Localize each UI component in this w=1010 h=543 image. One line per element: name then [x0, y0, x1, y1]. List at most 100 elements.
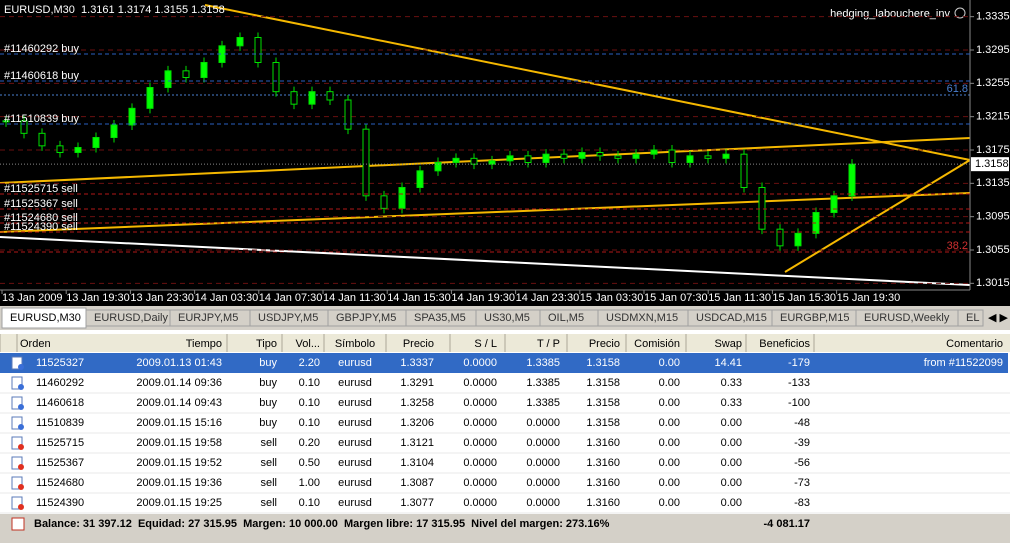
cell[interactable]: 1.3077 [400, 497, 434, 509]
tab-label[interactable]: USDJPY,M5 [258, 312, 318, 324]
cell[interactable]: buy [259, 397, 277, 409]
cell[interactable]: eurusd [338, 457, 372, 469]
column-header[interactable]: T / P [537, 338, 560, 350]
tab-label[interactable]: EURUSD,Daily [94, 312, 168, 324]
cell[interactable]: 0.10 [299, 397, 320, 409]
tab-label[interactable]: USDMXN,M15 [606, 312, 678, 324]
cell[interactable]: 1.3160 [586, 457, 620, 469]
cell[interactable]: 1.3206 [400, 417, 434, 429]
cell[interactable]: -83 [794, 497, 810, 509]
cell[interactable]: 0.0000 [526, 437, 560, 449]
cell[interactable]: 0.33 [721, 397, 742, 409]
cell[interactable]: eurusd [338, 437, 372, 449]
cell[interactable]: 0.00 [721, 437, 742, 449]
cell[interactable]: 2009.01.14 09:43 [136, 397, 222, 409]
tab-label[interactable]: EURJPY,M5 [178, 312, 238, 324]
cell[interactable]: 0.00 [721, 477, 742, 489]
column-header[interactable]: Precio [589, 338, 620, 350]
cell[interactable]: 1.3121 [400, 437, 434, 449]
cell[interactable]: -48 [794, 417, 810, 429]
cell[interactable]: 0.00 [659, 457, 680, 469]
tab-label[interactable]: EURGBP,M15 [780, 312, 850, 324]
cell[interactable]: 14.41 [714, 357, 742, 369]
selected-row[interactable] [0, 353, 1008, 373]
cell[interactable]: 0.00 [659, 477, 680, 489]
cell[interactable]: eurusd [338, 477, 372, 489]
cell[interactable]: buy [259, 417, 277, 429]
cell[interactable]: eurusd [338, 497, 372, 509]
cell[interactable]: 0.0000 [526, 417, 560, 429]
column-header[interactable]: Precio [403, 338, 434, 350]
cell[interactable]: 1.3158 [586, 397, 620, 409]
tab-label[interactable]: SPA35,M5 [414, 312, 466, 324]
column-header[interactable]: Beneficios [759, 338, 810, 350]
cell[interactable]: -179 [788, 357, 810, 369]
column-header[interactable]: Comisión [634, 338, 680, 350]
cell[interactable]: 0.0000 [463, 437, 497, 449]
cell[interactable]: 11460292 [36, 377, 84, 389]
cell[interactable]: 1.3160 [586, 477, 620, 489]
cell[interactable]: 0.10 [299, 377, 320, 389]
cell[interactable]: sell [260, 477, 277, 489]
cell[interactable]: 11460618 [36, 397, 84, 409]
cell-comment[interactable]: from #11522099 [924, 357, 1003, 369]
cell[interactable]: 1.3158 [586, 357, 620, 369]
cell[interactable]: 0.00 [659, 497, 680, 509]
cell[interactable]: 11524680 [36, 477, 84, 489]
cell[interactable]: 1.3291 [400, 377, 434, 389]
cell[interactable]: 0.0000 [463, 357, 497, 369]
cell[interactable]: 0.0000 [463, 397, 497, 409]
column-header[interactable]: Comentario [946, 338, 1003, 350]
cell[interactable]: 0.0000 [463, 457, 497, 469]
column-header[interactable]: Tipo [256, 338, 277, 350]
cell[interactable]: 2009.01.15 19:36 [136, 477, 222, 489]
cell[interactable]: 0.10 [299, 417, 320, 429]
cell[interactable]: 11510839 [36, 417, 84, 429]
column-header[interactable]: Símbolo [335, 338, 375, 350]
cell[interactable]: 1.3385 [526, 357, 560, 369]
cell[interactable]: 11524390 [36, 497, 84, 509]
cell[interactable]: buy [259, 377, 277, 389]
cell[interactable]: 1.3385 [526, 377, 560, 389]
cell[interactable]: 11525715 [36, 437, 84, 449]
cell[interactable]: 2.20 [299, 357, 320, 369]
cell[interactable]: 1.3158 [586, 417, 620, 429]
cell[interactable]: buy [259, 357, 277, 369]
tab-label[interactable]: US30,M5 [484, 312, 530, 324]
cell[interactable]: 2009.01.13 01:43 [136, 357, 222, 369]
cell[interactable]: 0.20 [299, 437, 320, 449]
cell[interactable]: 0.50 [299, 457, 320, 469]
cell[interactable]: eurusd [338, 377, 372, 389]
cell[interactable]: 0.00 [721, 417, 742, 429]
cell[interactable]: -100 [788, 397, 810, 409]
cell[interactable]: eurusd [338, 397, 372, 409]
column-header[interactable]: Vol... [296, 338, 320, 350]
cell[interactable]: sell [260, 497, 277, 509]
cell[interactable]: 2009.01.15 19:25 [136, 497, 222, 509]
column-header[interactable]: Swap [714, 338, 742, 350]
tab-label[interactable]: EL [966, 312, 979, 324]
tab-label[interactable]: EURUSD,Weekly [864, 312, 950, 324]
cell[interactable]: 0.00 [659, 397, 680, 409]
cell[interactable]: 0.00 [721, 457, 742, 469]
cell[interactable]: 1.3158 [586, 377, 620, 389]
cell[interactable]: 1.3385 [526, 397, 560, 409]
cell[interactable]: 2009.01.15 19:52 [136, 457, 222, 469]
cell[interactable]: eurusd [338, 357, 372, 369]
tab[interactable] [957, 309, 984, 327]
tab-label[interactable]: EURUSD,M30 [10, 312, 81, 324]
cell[interactable]: sell [260, 437, 277, 449]
cell[interactable]: 1.3160 [586, 497, 620, 509]
cell[interactable]: 0.00 [659, 377, 680, 389]
cell[interactable]: sell [260, 457, 277, 469]
cell[interactable]: -73 [794, 477, 810, 489]
cell[interactable]: 0.00 [721, 497, 742, 509]
cell[interactable]: 0.0000 [463, 497, 497, 509]
cell[interactable]: 0.00 [659, 437, 680, 449]
cell[interactable]: 0.00 [659, 417, 680, 429]
column-header[interactable]: S / L [474, 338, 497, 350]
cell[interactable]: 0.0000 [526, 457, 560, 469]
cell[interactable]: 1.3160 [586, 437, 620, 449]
cell[interactable]: 11525327 [36, 357, 84, 369]
column-header[interactable]: Orden [20, 338, 51, 350]
